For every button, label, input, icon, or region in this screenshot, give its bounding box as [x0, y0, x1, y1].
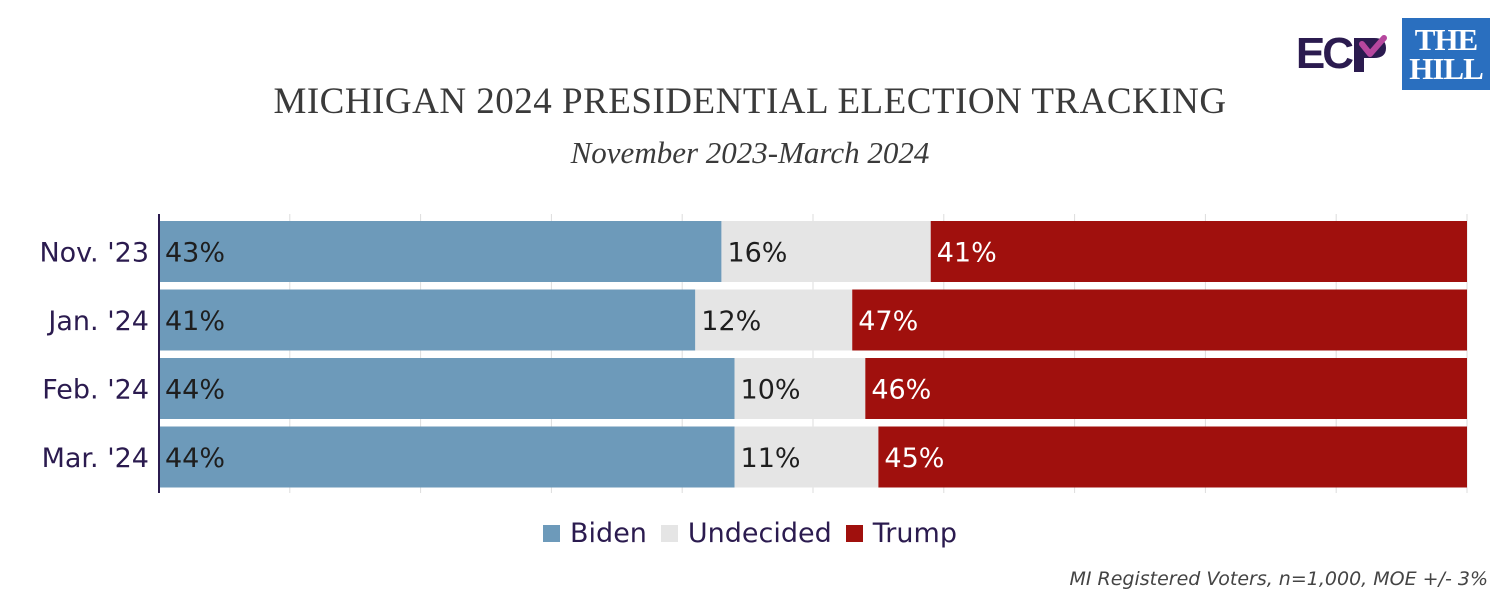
ecp-logo: EC [1295, 29, 1388, 78]
legend-label-undecided: Undecided [687, 518, 832, 549]
category-label: Feb. '24 [42, 375, 149, 406]
data-label-trump: 46% [871, 375, 931, 406]
legend-label-biden: Biden [570, 518, 647, 549]
data-label-biden: 44% [165, 443, 225, 474]
ecp-logo-text: EC [1295, 29, 1354, 78]
chart-title: MICHIGAN 2024 PRESIDENTIAL ELECTION TRAC… [273, 81, 1227, 122]
legend-item-trump: Trump [845, 518, 957, 549]
data-label-undecided: 11% [741, 443, 801, 474]
legend-item-biden: Biden [543, 518, 647, 549]
ecp-checkmark-icon [1354, 35, 1387, 72]
legend-swatch-trump [845, 525, 863, 542]
data-label-biden: 41% [165, 306, 225, 337]
chart-legend: Biden Undecided Trump [0, 518, 1500, 549]
logo-group: EC THE HILL [1296, 18, 1490, 90]
legend-swatch-undecided [660, 525, 678, 542]
bar-trump [878, 426, 1467, 488]
the-hill-logo: THE HILL [1402, 18, 1490, 90]
bar-undecided [695, 289, 853, 351]
bar-trump [865, 358, 1467, 419]
data-label-trump: 41% [937, 238, 997, 269]
legend-item-undecided: Undecided [660, 518, 832, 549]
category-label: Jan. '24 [46, 306, 149, 337]
data-label-biden: 44% [165, 375, 225, 406]
category-label: Nov. '23 [39, 238, 149, 269]
bar-biden [159, 358, 735, 419]
the-hill-logo-line1: THE [1414, 21, 1478, 57]
data-label-undecided: 16% [727, 238, 787, 269]
bar-undecided [734, 358, 866, 419]
data-label-trump: 47% [858, 306, 918, 337]
bar-undecided [734, 426, 879, 488]
data-label-undecided: 12% [701, 306, 761, 337]
chart-subtitle: November 2023-March 2024 [570, 135, 930, 170]
bar-undecided [721, 221, 931, 282]
bar-biden [159, 221, 722, 282]
sample-note: MI Registered Voters, n=1,000, MOE +/- 3… [1069, 568, 1488, 590]
legend-swatch-biden [543, 525, 561, 542]
legend-label-trump: Trump [872, 518, 957, 549]
data-label-biden: 43% [165, 238, 225, 269]
data-label-trump: 45% [884, 443, 944, 474]
bar-trump [930, 221, 1467, 282]
the-hill-logo-line2: HILL [1409, 51, 1484, 86]
bar-biden [159, 426, 735, 488]
data-label-undecided: 10% [741, 375, 801, 406]
bar-biden [159, 289, 696, 351]
category-label: Mar. '24 [42, 443, 149, 474]
bar-trump [852, 289, 1467, 351]
